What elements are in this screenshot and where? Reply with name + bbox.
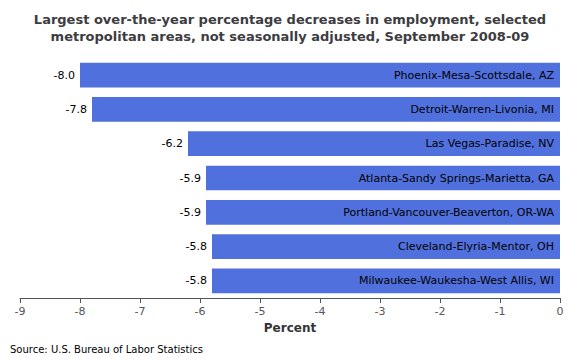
svg-text:-4: -4	[315, 305, 326, 318]
svg-text:-3: -3	[375, 305, 386, 318]
svg-text:-5: -5	[255, 305, 266, 318]
svg-text:-2: -2	[435, 305, 446, 318]
svg-text:Largest over-the-year percenta: Largest over-the-year percentage decreas…	[34, 12, 546, 27]
svg-text:-7.8: -7.8	[66, 103, 87, 116]
svg-text:-1: -1	[495, 305, 506, 318]
svg-text:Percent: Percent	[264, 321, 317, 335]
svg-text:0: 0	[557, 305, 564, 318]
svg-text:-9: -9	[15, 305, 26, 318]
svg-text:Source: U.S. Bureau of Labor S: Source: U.S. Bureau of Labor Statistics	[10, 344, 203, 355]
svg-text:-5.9: -5.9	[180, 206, 201, 219]
svg-text:-5.8: -5.8	[186, 240, 207, 253]
svg-text:-8.0: -8.0	[54, 69, 75, 82]
svg-text:-8: -8	[75, 305, 86, 318]
svg-text:Atlanta-Sandy Springs-Marietta: Atlanta-Sandy Springs-Marietta, GA	[359, 172, 555, 185]
svg-text:metropolitan areas, not season: metropolitan areas, not seasonally adjus…	[51, 29, 530, 44]
svg-text:-6: -6	[195, 305, 206, 318]
svg-text:Las Vegas-Paradise, NV: Las Vegas-Paradise, NV	[426, 137, 555, 150]
svg-text:-5.9: -5.9	[180, 172, 201, 185]
svg-text:Phoenix-Mesa-Scottsdale, AZ: Phoenix-Mesa-Scottsdale, AZ	[394, 69, 554, 82]
svg-text:-6.2: -6.2	[162, 137, 183, 150]
svg-text:Milwaukee-Waukesha-West Allis,: Milwaukee-Waukesha-West Allis, WI	[359, 274, 554, 287]
svg-text:Cleveland-Elyria-Mentor, OH: Cleveland-Elyria-Mentor, OH	[398, 240, 554, 253]
svg-text:Detroit-Warren-Livonia, MI: Detroit-Warren-Livonia, MI	[410, 103, 554, 116]
svg-text:-5.8: -5.8	[186, 274, 207, 287]
svg-text:-7: -7	[135, 305, 146, 318]
svg-text:Portland-Vancouver-Beaverton,: Portland-Vancouver-Beaverton, OR-WA	[343, 206, 554, 219]
